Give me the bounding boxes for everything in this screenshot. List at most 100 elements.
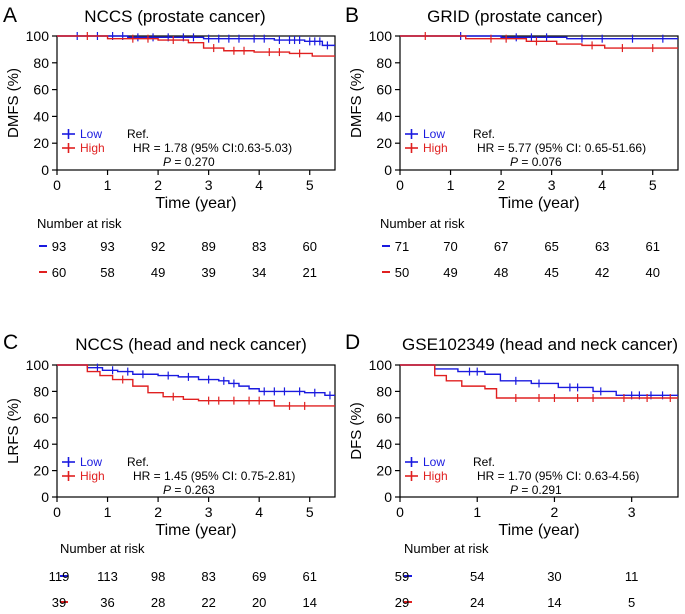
risk-count-high: 60 (52, 265, 66, 280)
x-tick-label: 2 (497, 177, 505, 193)
y-tick-label: 0 (384, 162, 392, 178)
x-tick-label: 0 (53, 177, 61, 193)
km-curve-high (57, 364, 335, 407)
risk-table-title: Number at risk (380, 216, 465, 231)
risk-count-high: 24 (470, 595, 484, 610)
legend-low-label: Low (423, 127, 445, 141)
legend-high-label: High (423, 141, 448, 155)
risk-table-title: Number at risk (404, 541, 489, 556)
x-tick-label: 5 (306, 504, 314, 520)
hazard-ratio-text: HR = 5.77 (95% CI: 0.65-51.66) (477, 141, 646, 155)
p-value-number: = 0.263 (171, 483, 215, 497)
risk-count-high: 42 (595, 265, 609, 280)
y-tick-label: 60 (33, 410, 49, 426)
panel-letter: C (3, 331, 18, 354)
legend-high-label: High (423, 469, 448, 483)
risk-count-high: 48 (494, 265, 508, 280)
risk-count-high: 20 (252, 595, 266, 610)
risk-count-high: 58 (100, 265, 114, 280)
x-tick-label: 5 (306, 177, 314, 193)
p-value-text: P = 0.291 (510, 483, 562, 497)
p-value-text: P = 0.076 (510, 155, 562, 169)
p-value-symbol: P (163, 155, 171, 169)
risk-count-low: 67 (494, 239, 508, 254)
risk-table-title: Number at risk (37, 216, 122, 231)
km-curve-high (400, 35, 678, 49)
panel-letter: A (3, 4, 17, 27)
legend-low-label: Low (80, 127, 102, 141)
panel-letter: D (345, 331, 360, 354)
y-tick-label: 40 (33, 108, 49, 124)
risk-count-low: 63 (595, 239, 609, 254)
risk-count-high: 34 (252, 265, 266, 280)
risk-count-high: 28 (151, 595, 165, 610)
x-tick-label: 0 (396, 177, 404, 193)
risk-count-low: 93 (100, 239, 114, 254)
x-tick-label: 3 (628, 504, 636, 520)
risk-count-low: 113 (97, 569, 118, 584)
y-tick-label: 60 (33, 82, 49, 98)
risk-count-low: 54 (470, 569, 484, 584)
risk-count-high: 45 (544, 265, 558, 280)
plot-frame (399, 364, 679, 498)
risk-count-low: 71 (395, 239, 409, 254)
legend-ref-text: Ref. (127, 127, 149, 141)
km-panel-d: D GSE102349 (head and neck cancer)0204060… (345, 331, 679, 610)
x-axis-label: Time (year) (498, 195, 579, 212)
legend-low-label: Low (423, 455, 445, 469)
y-tick-label: 60 (376, 410, 392, 426)
chart-title: GRID (prostate cancer) (427, 7, 603, 26)
km-panel-b: B GRID (prostate cancer) 0 20 40 60 80 100 0 1 2 3 4… (345, 4, 679, 280)
risk-count-high: 39 (52, 595, 66, 610)
risk-count-low: 11 (625, 569, 639, 584)
km-curve-high (400, 364, 678, 399)
legend-ref-text: Ref. (127, 455, 149, 469)
y-axis-label: LRFS (%) (5, 398, 22, 464)
risk-count-low: 61 (645, 239, 659, 254)
chart-title: GSE102349 (head and neck cancer) (402, 335, 678, 354)
risk-count-low: 98 (151, 569, 165, 584)
y-tick-label: 80 (376, 55, 392, 71)
plot-frame (399, 35, 679, 171)
risk-count-low: 89 (201, 239, 215, 254)
y-axis-label: DMFS (%) (5, 68, 22, 138)
y-axis-label: DMFS (%) (348, 68, 365, 138)
legend-high-label: High (80, 469, 105, 483)
p-value-number: = 0.291 (518, 483, 562, 497)
y-tick-label: 100 (369, 28, 393, 44)
legend-high-label: High (80, 141, 105, 155)
risk-count-high: 5 (628, 595, 635, 610)
y-tick-label: 20 (376, 463, 392, 479)
x-tick-label: 0 (396, 504, 404, 520)
x-tick-label: 0 (53, 504, 61, 520)
risk-count-low: 59 (395, 569, 409, 584)
x-tick-label: 4 (598, 177, 606, 193)
risk-count-low: 70 (443, 239, 457, 254)
y-axis-label: DFS (%) (348, 402, 365, 460)
risk-table-title: Number at risk (60, 541, 145, 556)
legend-ref-text: Ref. (473, 455, 495, 469)
risk-count-high: 14 (547, 595, 561, 610)
x-tick-label: 1 (104, 504, 112, 520)
chart-title: NCCS (prostate cancer) (84, 7, 265, 26)
p-value-number: = 0.270 (171, 155, 215, 169)
risk-count-low: 119 (49, 569, 70, 584)
x-tick-label: 4 (255, 504, 263, 520)
hazard-ratio-text: HR = 1.45 (95% CI: 0.75-2.81) (133, 469, 295, 483)
y-tick-label: 80 (33, 55, 49, 71)
risk-count-high: 21 (302, 265, 316, 280)
x-tick-label: 1 (104, 177, 112, 193)
p-value-symbol: P (163, 483, 171, 497)
hazard-ratio-text: HR = 1.78 (95% CI:0.63-5.03) (133, 141, 292, 155)
p-value-symbol: P (510, 483, 518, 497)
risk-count-low: 60 (302, 239, 316, 254)
x-tick-label: 2 (154, 177, 162, 193)
risk-count-high: 40 (645, 265, 659, 280)
risk-count-low: 92 (151, 239, 165, 254)
p-value-symbol: P (510, 155, 518, 169)
x-tick-label: 4 (255, 177, 263, 193)
km-curve-low (400, 35, 678, 40)
chart-title: NCCS (head and neck cancer) (75, 335, 307, 354)
